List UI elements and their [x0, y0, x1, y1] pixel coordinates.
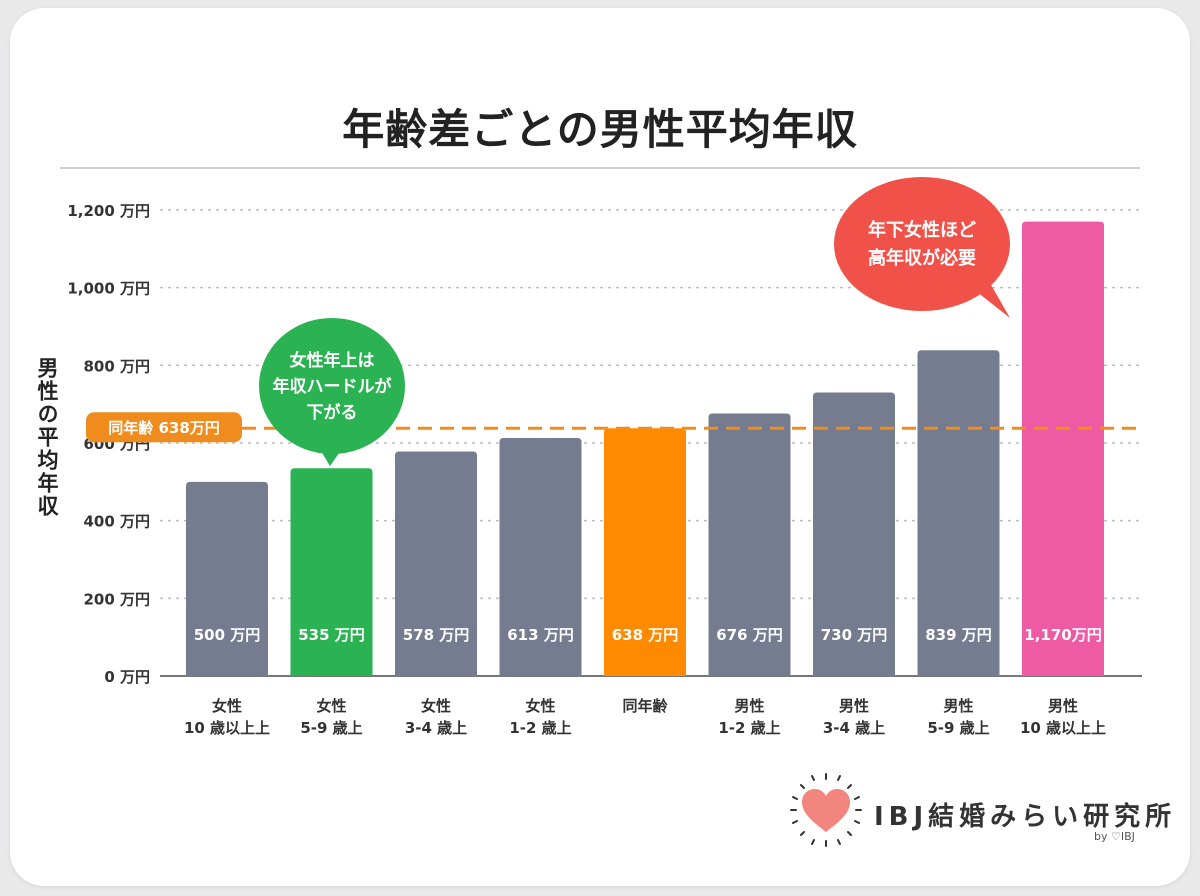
- x-tick-label: 同年齢: [622, 697, 668, 715]
- title-divider: [60, 167, 1140, 169]
- x-tick-label: 女性: [421, 697, 451, 715]
- bar: [604, 428, 686, 676]
- y-tick-label: 1,000 万円: [67, 280, 150, 298]
- data-label: 578 万円: [403, 626, 470, 644]
- x-tick-label: 10 歳以上上: [1020, 719, 1106, 737]
- x-tick-label: 5-9 歳上: [300, 719, 362, 737]
- bar: [813, 392, 895, 676]
- ibj-logo: IBJ結婚みらい研究所 by ♡IBJ: [786, 770, 1171, 850]
- y-tick-label: 400 万円: [83, 513, 150, 531]
- x-tick-label: 3-4 歳上: [823, 719, 885, 737]
- bar: [708, 413, 791, 676]
- bar: [1022, 221, 1104, 676]
- data-label: 613 万円: [507, 626, 574, 644]
- x-tick-label: 10 歳以上上: [184, 719, 270, 737]
- heart-icon: [790, 773, 862, 847]
- data-label: 730 万円: [821, 626, 888, 644]
- x-tick-label: 女性: [212, 697, 242, 715]
- callout-text: 女性年上は: [290, 350, 375, 371]
- x-tick-label: 女性: [316, 697, 346, 715]
- logo-byline: by ♡IBJ: [1094, 830, 1135, 843]
- callout-text: 年下女性ほど: [868, 219, 976, 241]
- data-label: 535 万円: [298, 626, 365, 644]
- data-label: 1,170万円: [1024, 626, 1101, 644]
- callout-text: 下がる: [307, 402, 358, 423]
- reference-label-box: [86, 412, 242, 443]
- logo-text: IBJ結婚みらい研究所: [874, 802, 1177, 832]
- x-tick-label: 1-2 歳上: [718, 719, 780, 737]
- x-tick-label: 3-4 歳上: [405, 719, 467, 737]
- callout-text: 年収ハードルが: [273, 376, 392, 397]
- y-tick-label: 1,200 万円: [67, 202, 150, 220]
- x-tick-label: 男性: [1048, 697, 1078, 715]
- bar: [499, 437, 582, 676]
- x-tick-label: 男性: [839, 697, 869, 715]
- data-label: 839 万円: [925, 626, 992, 644]
- bar: [917, 350, 1000, 676]
- bar: [395, 451, 477, 676]
- data-label: 638 万円: [612, 626, 679, 644]
- y-axis-label: 男性の平均年収: [35, 357, 59, 518]
- x-tick-label: 女性: [525, 697, 555, 715]
- y-tick-label: 800 万円: [83, 357, 150, 375]
- y-tick-label: 200 万円: [83, 590, 150, 608]
- callout-bubble: [259, 318, 405, 454]
- x-tick-label: 1-2 歳上: [509, 719, 571, 737]
- reference-label: 同年齢 638万円: [108, 419, 220, 437]
- y-tick-label: 0 万円: [104, 668, 150, 686]
- callout-bubble: [834, 177, 1010, 311]
- chart-title: 年齢差ごとの男性平均年収: [342, 105, 858, 154]
- x-tick-label: 5-9 歳上: [927, 719, 989, 737]
- data-label: 676 万円: [716, 626, 783, 644]
- data-label: 500 万円: [194, 626, 261, 644]
- x-tick-label: 男性: [943, 697, 973, 715]
- bar: [186, 481, 268, 676]
- bar: [290, 468, 373, 676]
- x-tick-label: 男性: [734, 697, 764, 715]
- callout-text: 高年収が必要: [868, 247, 976, 269]
